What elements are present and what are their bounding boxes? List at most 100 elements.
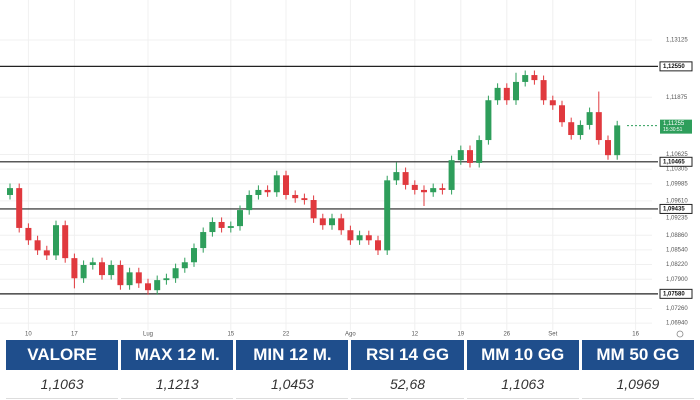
table-cell: 52,68 (351, 370, 464, 399)
candle-body (393, 172, 400, 181)
candle-body (191, 248, 197, 263)
candle-body (513, 81, 519, 101)
y-tick-label: 1,09985 (666, 181, 688, 187)
table-cell: 1,0453 (236, 370, 349, 399)
table-header: VALORE (6, 340, 119, 370)
candle-body (255, 189, 262, 195)
candle-body (421, 189, 427, 193)
candle-body (237, 210, 243, 227)
stats-table: VALORE MAX 12 M. MIN 12 M. RSI 14 GG MM 10 G… (3, 340, 697, 399)
candle-body (16, 188, 23, 228)
candle-body (273, 175, 280, 193)
table-row: 1,1063 1,1213 1,0453 52,68 1,1063 1,0969 (6, 370, 694, 399)
candle-body (467, 150, 473, 163)
x-tick-label: 17 (71, 332, 78, 338)
y-tick-label: 1,10305 (666, 167, 688, 173)
candle-body (375, 240, 381, 251)
y-tick-label: 1,08860 (666, 233, 688, 239)
settings-icon (676, 330, 684, 338)
y-tick-label: 1,08540 (666, 247, 688, 253)
candle-body (329, 218, 335, 226)
candle-body (586, 112, 593, 125)
candle-body (577, 124, 584, 136)
candle-body (338, 218, 345, 231)
candle-body (503, 87, 510, 101)
x-tick-label: Ago (345, 332, 356, 338)
y-tick-label: 1,07900 (666, 277, 688, 283)
table-header: MIN 12 M. (236, 340, 349, 370)
candle-body (531, 75, 538, 81)
candle-body (99, 262, 105, 276)
candle-body (568, 122, 575, 136)
candle-body (457, 150, 464, 161)
candle-body (292, 194, 299, 199)
candle-body (80, 265, 87, 279)
candle-body (209, 221, 216, 233)
candle-body (163, 278, 170, 281)
level-box (659, 288, 693, 299)
candle-body (89, 262, 96, 266)
candle-body (430, 188, 437, 193)
table-cell: 1,0969 (581, 370, 694, 399)
level-label: 1,09435 (663, 207, 685, 213)
y-tick-label: 1,10625 (666, 152, 688, 158)
x-tick-label: 10 (25, 332, 32, 338)
candle-body (7, 188, 13, 195)
y-tick-label: 1,07260 (666, 306, 688, 312)
table-header: RSI 14 GG (351, 340, 464, 370)
x-tick-label: Set (548, 332, 557, 338)
header-row: VALORE MAX 12 M. MIN 12 M. RSI 14 GG MM 10 G… (6, 340, 694, 370)
candle-body (365, 235, 372, 241)
last-price-label: 1,11255 (663, 121, 685, 127)
candle-body (595, 112, 602, 141)
table-header: MM 50 GG (581, 340, 694, 370)
candle-body (319, 218, 326, 226)
level-box (659, 203, 693, 214)
candle-body (71, 258, 78, 279)
x-tick-label: 19 (457, 332, 464, 338)
level-box (659, 156, 693, 167)
candle-body (117, 265, 124, 286)
candle-body (310, 200, 317, 219)
y-tick-label: 1,13125 (666, 38, 688, 44)
x-tick-label: 26 (503, 332, 510, 338)
candle-body (549, 100, 556, 106)
candle-body (439, 188, 446, 190)
candle-body (485, 100, 492, 141)
x-tick-label: 12 (411, 332, 418, 338)
candle-body (559, 105, 565, 123)
candle-body (126, 272, 133, 286)
candle-body (227, 226, 234, 228)
candle-body (145, 283, 151, 291)
level-label: 1,07580 (663, 291, 685, 297)
x-tick-label: Lug (143, 332, 153, 338)
candle-body (264, 189, 271, 193)
candle-body (181, 262, 188, 269)
candle-body (347, 230, 354, 241)
candle-body (356, 235, 363, 241)
table-header: MAX 12 M. (121, 340, 234, 370)
y-tick-label: 1,11875 (666, 95, 688, 101)
y-tick-label: 1,09610 (666, 199, 688, 205)
y-tick-label: 1,09235 (666, 216, 688, 222)
table-header: MM 10 GG (466, 340, 579, 370)
candle-body (283, 175, 289, 195)
candle-body (34, 240, 41, 251)
candle-body (494, 87, 501, 101)
table-cell: 1,1063 (6, 370, 119, 399)
level-box (659, 61, 693, 72)
candle-body (605, 140, 611, 156)
candle-body (43, 250, 50, 256)
candle-body (614, 125, 621, 156)
candle-body (384, 180, 391, 251)
candle-body (218, 221, 225, 228)
candle-body (62, 225, 69, 259)
candle-body (448, 160, 455, 190)
candle-body (476, 140, 483, 163)
chart: 1,13125 1,11875 1,10625 1,10305 1,09985 1,096… (0, 0, 693, 338)
level-label: 1,12550 (663, 64, 685, 70)
candle-body (135, 272, 142, 284)
table-cell: 1,1063 (466, 370, 579, 399)
candle-body (200, 232, 207, 249)
